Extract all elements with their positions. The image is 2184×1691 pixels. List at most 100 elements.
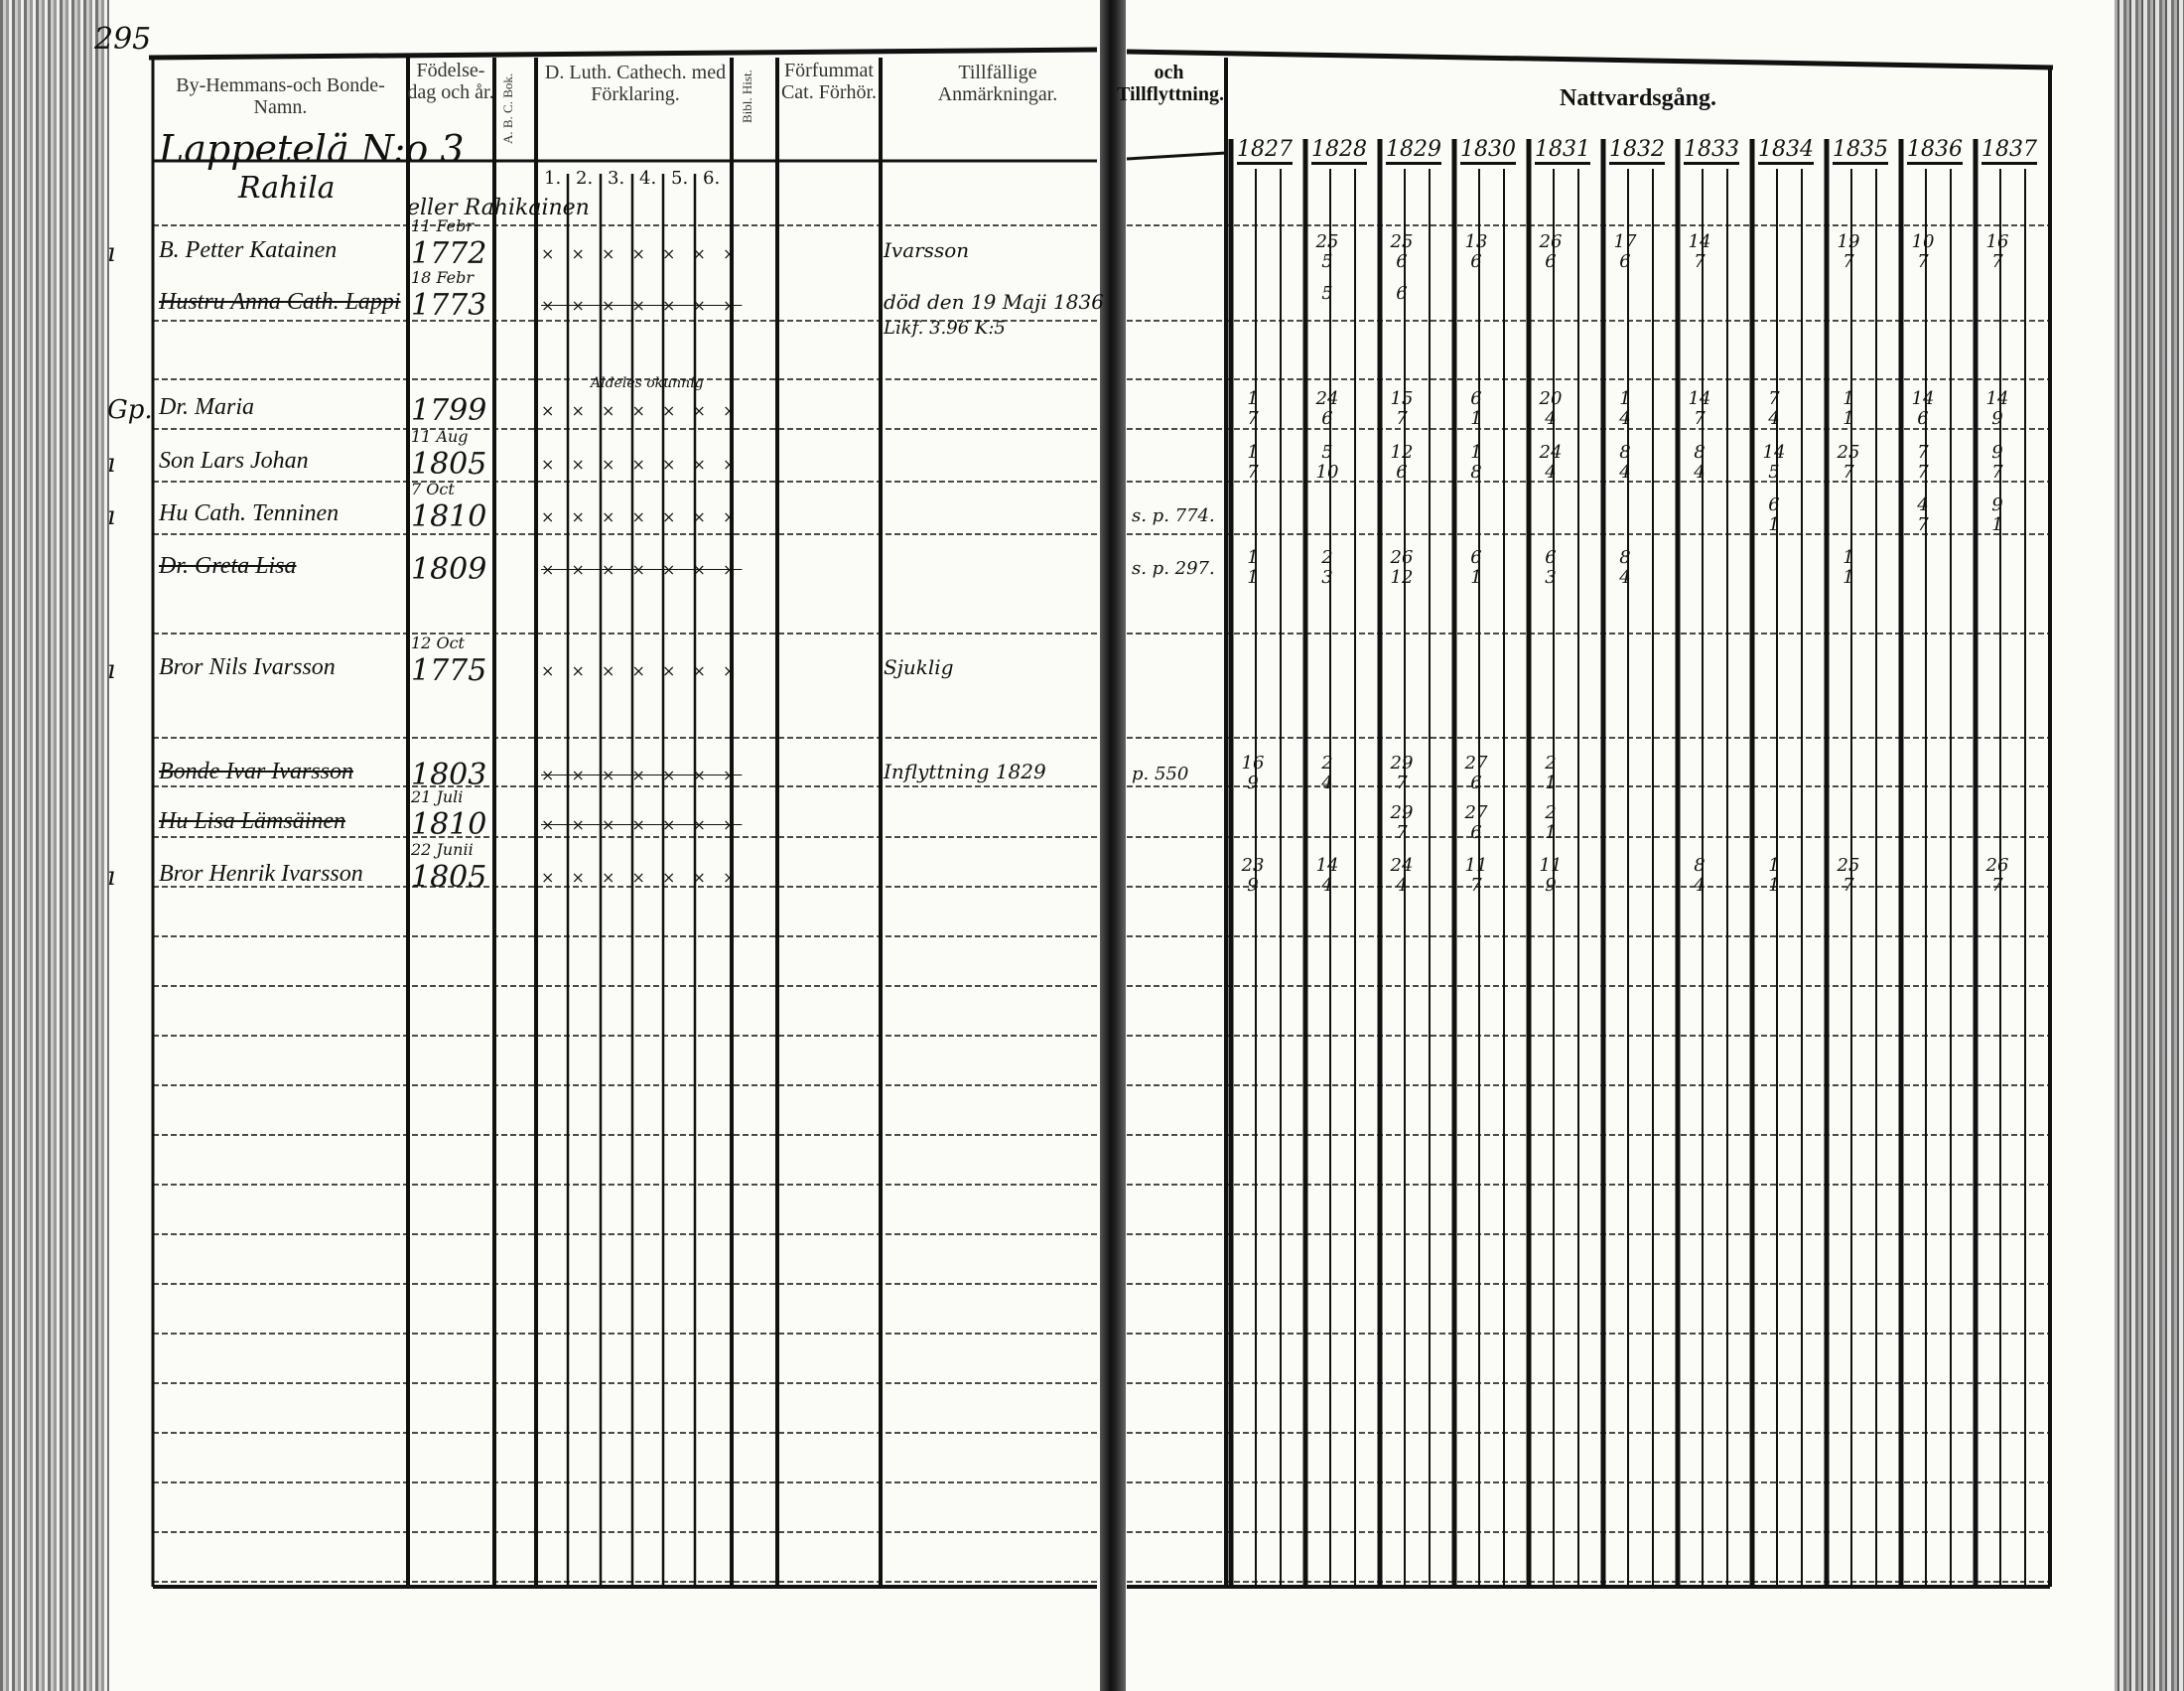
communion-entry: 11 9 — [1539, 855, 1563, 896]
communion-entry: 5 10 — [1315, 442, 1339, 483]
communion-entry: 24 4 — [1390, 855, 1414, 896]
birth-day: 11 Aug — [411, 427, 469, 446]
communion-entry: 2 4 — [1321, 753, 1333, 793]
remark: död den 19 Maji 1836 — [884, 290, 1104, 314]
communion-entry: 12 6 — [1390, 442, 1414, 483]
communion-entry: 9 1 — [1991, 494, 2003, 535]
person-name: B. Petter Katainen — [159, 237, 338, 263]
communion-entry: 16 7 — [1985, 231, 2009, 272]
birth-day: 7 Oct — [411, 480, 455, 498]
communion-entry: 14 7 — [1688, 231, 1711, 272]
communion-entry: 14 4 — [1315, 855, 1339, 896]
year-header-1832: 1832 — [1609, 137, 1665, 165]
moving-note: s. p. 297. — [1132, 558, 1215, 579]
person-name: Bror Henrik Ivarsson — [159, 861, 363, 887]
header-catechism: D. Luth. Cathech. med Förklaring. — [544, 62, 727, 105]
year-header-1827: 1827 — [1237, 137, 1293, 165]
person-name: Dr. Greta Lisa — [159, 553, 297, 579]
communion-entry: 8 4 — [1694, 442, 1706, 483]
communion-entry: 6 1 — [1768, 494, 1780, 535]
catechism-marks: × × × × × × × — [541, 244, 743, 263]
communion-entry: 1 1 — [1768, 855, 1780, 896]
remark-detail: Likf. 3.96 K:5 — [884, 318, 1006, 339]
moving-note: p. 550 — [1132, 764, 1189, 784]
catechism-marks: × × × × × × × — [541, 815, 743, 834]
year-header-1837: 1837 — [1981, 137, 2037, 165]
remark: Inflyttning 1829 — [884, 760, 1046, 783]
birth-day: 11 Febr — [411, 216, 475, 235]
catechism-marks: × × × × × × × — [541, 455, 743, 474]
communion-entry: 6 1 — [1470, 547, 1482, 588]
birth-day: 22 Junii — [411, 840, 474, 859]
year-header-1831: 1831 — [1535, 137, 1590, 165]
communion-entry: 26 7 — [1985, 855, 2009, 896]
person-name: Hu Lisa Lämsäinen — [159, 808, 346, 834]
communion-entry: 7 4 — [1768, 388, 1780, 429]
header-name: By-Hemmans-och Bonde-Namn. — [176, 74, 385, 118]
birth-year: 1810 — [411, 807, 487, 842]
communion-entry: 6 — [1396, 283, 1408, 304]
communion-entry: 25 7 — [1837, 442, 1860, 483]
communion-entry: 19 7 — [1837, 231, 1860, 272]
year-header-1836: 1836 — [1907, 137, 1963, 165]
year-header-1834: 1834 — [1758, 137, 1814, 165]
header-birth: Födelse-dag och år. — [407, 60, 494, 103]
top-rule-left — [148, 47, 1098, 61]
row-mark: ı — [107, 501, 116, 531]
book-edge-right — [2115, 0, 2184, 1691]
communion-entry: 7 7 — [1917, 442, 1929, 483]
person-name: Bror Nils Ivarsson — [159, 654, 336, 680]
communion-entry: 1 7 — [1247, 388, 1259, 429]
catechism-subcolumn-label: 1. — [544, 168, 562, 189]
communion-entry: 17 6 — [1613, 231, 1637, 272]
communion-entry: 25 5 — [1315, 231, 1339, 272]
row-mark: ı — [107, 655, 116, 685]
catechism-subcolumn-label: 5. — [671, 168, 689, 189]
communion-entry: 9 7 — [1991, 442, 2003, 483]
communion-entry: 6 3 — [1545, 547, 1557, 588]
farm-note: eller Rahikainen — [407, 196, 590, 220]
birth-day: 12 Oct — [411, 634, 465, 652]
header-forfummat: Förfummat Cat. Förhör. — [780, 60, 878, 103]
row-mark: ı — [107, 238, 116, 268]
communion-entry: 16 9 — [1241, 753, 1265, 793]
birth-year: 1810 — [411, 499, 487, 534]
communion-entry: 24 6 — [1315, 388, 1339, 429]
book-gutter — [1100, 0, 1126, 1691]
row-mark: ı — [107, 449, 116, 479]
communion-entry: 4 7 — [1917, 494, 1929, 535]
remark: Ivarsson — [884, 238, 970, 262]
communion-entry: 13 6 — [1464, 231, 1488, 272]
communion-entry: 1 7 — [1247, 442, 1259, 483]
person-name: Hu Cath. Tenninen — [159, 500, 340, 526]
birth-year: 1799 — [411, 393, 487, 428]
header-bible-history: Bibl. Hist. — [740, 70, 754, 123]
catechism-marks: × × × × × × × — [541, 868, 743, 887]
communion-entry: 26 12 — [1390, 547, 1414, 588]
farm-name: Rahila — [238, 171, 336, 206]
catechism-subcolumn-label: 3. — [608, 168, 625, 189]
header-moving: och Tillflyttning. — [1117, 62, 1224, 105]
communion-entry: 1 8 — [1470, 442, 1482, 483]
remark: Sjuklig — [884, 655, 954, 679]
birth-year: 1772 — [411, 236, 487, 271]
catechism-subcolumn-label: 6. — [703, 168, 721, 189]
header-remarks: Tillfällige Anmärkningar. — [937, 62, 1058, 105]
communion-entry: 8 4 — [1619, 547, 1631, 588]
year-header-1833: 1833 — [1684, 137, 1739, 165]
person-name: Son Lars Johan — [159, 448, 309, 474]
birth-day: 21 Juli — [411, 787, 464, 806]
communion-entry: 1 1 — [1843, 388, 1854, 429]
birth-year: 1809 — [411, 552, 487, 587]
village-name: Lappetelä N:o 3 — [159, 127, 465, 171]
year-header-1830: 1830 — [1460, 137, 1516, 165]
header-rule — [1126, 151, 1227, 161]
communion-entry: 25 7 — [1837, 855, 1860, 896]
communion-entry: 20 4 — [1539, 388, 1563, 429]
row-mark: Gp. — [107, 395, 153, 425]
communion-entry: 8 4 — [1619, 442, 1631, 483]
communion-entry: 10 7 — [1911, 231, 1935, 272]
person-name: Bonde Ivar Ivarsson — [159, 759, 353, 784]
